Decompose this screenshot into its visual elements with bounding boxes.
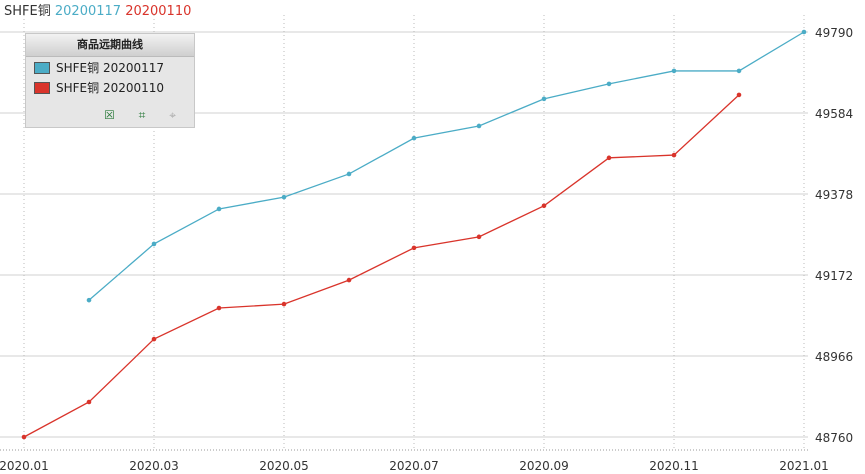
x-tick-label: 2020.03 [129, 459, 179, 473]
point [151, 241, 157, 247]
y-tick-label: 48966 [815, 350, 853, 364]
point [541, 203, 547, 209]
point [736, 68, 742, 74]
y-tick-label: 49378 [815, 188, 853, 202]
point [671, 68, 677, 74]
point [281, 301, 287, 307]
point [606, 81, 612, 87]
point [86, 297, 92, 303]
legend: 商品远期曲线 SHFE铜 20200117 SHFE铜 20200110 ☒ ⌗ … [25, 33, 195, 128]
point [346, 171, 352, 177]
point [346, 277, 352, 283]
point [411, 135, 417, 141]
point [151, 336, 157, 342]
series-line [23, 94, 740, 438]
point [216, 305, 222, 311]
point [281, 194, 287, 200]
x-tick-label: 2020.09 [519, 459, 569, 473]
x-tick-label: 2020.11 [649, 459, 699, 473]
point [736, 92, 742, 98]
point [606, 155, 612, 161]
title-date: 20200117 [54, 4, 122, 19]
y-tick-label: 49790 [815, 26, 853, 40]
x-tick-label: 2020.01 [0, 459, 49, 473]
legend-swatch [34, 62, 50, 74]
y-tick-label: 48760 [815, 431, 853, 445]
title: SHFE铜 [4, 4, 51, 19]
point [476, 234, 482, 240]
legend-items: SHFE铜 20200117 SHFE铜 20200110 [26, 59, 194, 97]
legend-swatch [34, 82, 50, 94]
legend-title: 商品远期曲线 [26, 34, 194, 57]
legend-item[interactable]: SHFE铜 20200117 [26, 59, 194, 77]
x-tick-label: 2020.05 [259, 459, 309, 473]
series-line [88, 31, 805, 301]
legend-tools[interactable]: ☒ ⌗ ⌖ [104, 108, 186, 122]
point [86, 399, 92, 405]
point [541, 96, 547, 102]
point [671, 152, 677, 158]
y-tick-label: 49172 [815, 269, 853, 283]
point [411, 245, 417, 251]
point [216, 206, 222, 212]
legend-label: SHFE铜 20200117 [56, 61, 165, 75]
point [476, 123, 482, 129]
point [801, 29, 807, 35]
legend-item[interactable]: SHFE铜 20200110 [26, 79, 194, 97]
title-date: 20200110 [125, 4, 192, 19]
x-tick-label: 2020.07 [389, 459, 439, 473]
y-tick-label: 49584 [815, 107, 853, 121]
point [21, 434, 27, 440]
x-tick-label: 2021.01 [779, 459, 829, 473]
legend-label: SHFE铜 20200110 [56, 81, 165, 95]
header: SHFE铜 20200117 20200110 [4, 0, 191, 19]
